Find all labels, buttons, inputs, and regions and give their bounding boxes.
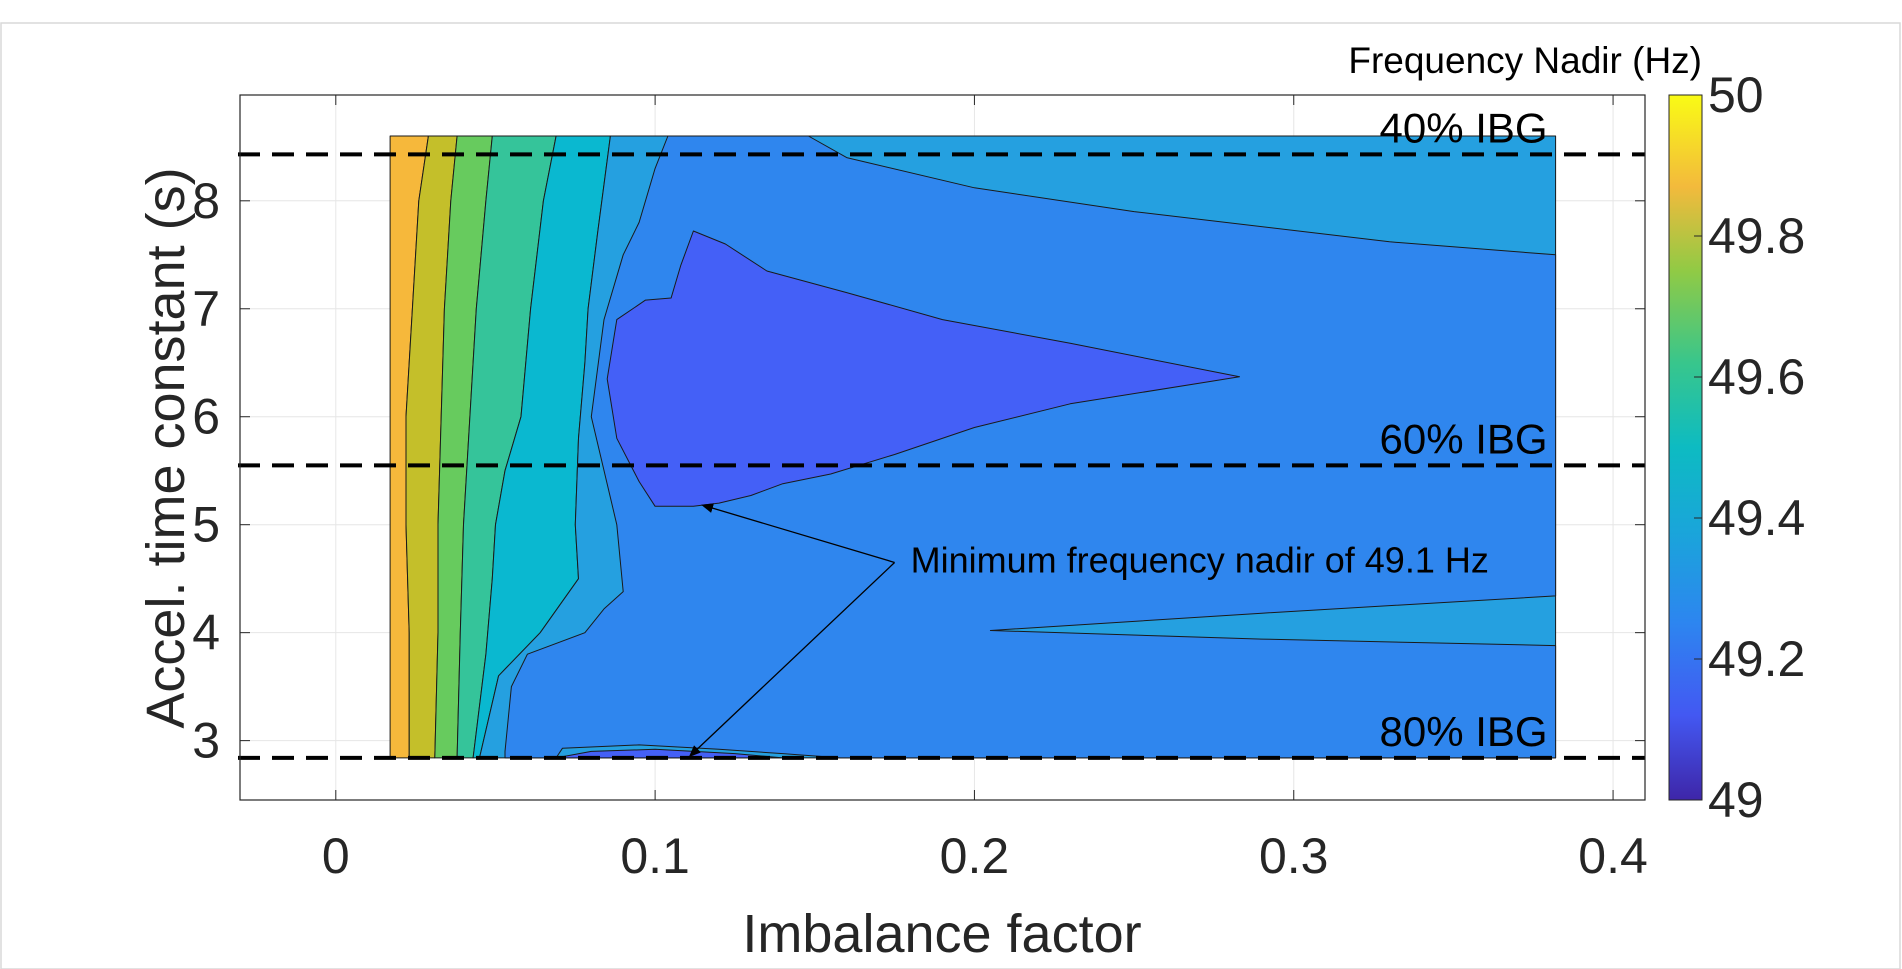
x-tick-label-3: 0.3 (1259, 828, 1329, 884)
x-tick-label-0: 0 (322, 828, 350, 884)
contour-fills (389, 135, 1557, 759)
x-tick-label-1: 0.1 (620, 828, 690, 884)
ref-label-0: 40% IBG (1379, 104, 1547, 151)
y-tick-label-1: 4 (192, 605, 220, 661)
x-axis-ticks: 0 0.1 0.2 0.3 0.4 (322, 95, 1648, 884)
x-axis-label: Imbalance factor (742, 904, 1141, 964)
annotation-arrow-1 (688, 562, 896, 758)
colorbar-tick-label-1: 49.2 (1708, 631, 1805, 687)
annotation-group: Minimum frequency nadir of 49.1 Hz (688, 503, 1489, 758)
reference-lines: 40% IBG 60% IBG 80% IBG (238, 104, 1645, 760)
colorbar (1668, 94, 1703, 801)
colorbar-ticks: 49 49.2 49.4 49.6 49.8 50 (1694, 67, 1805, 828)
colorbar-label: Frequency Nadir (Hz) (1348, 40, 1702, 81)
y-tick-label-2: 5 (192, 497, 220, 553)
contour-region-49-1-7 (606, 230, 1240, 507)
axes-box (239, 94, 1646, 801)
y-tick-label-5: 8 (192, 173, 220, 229)
colorbar-tick-label-5: 50 (1708, 67, 1764, 123)
colorbar-tick-label-4: 49.8 (1708, 208, 1805, 264)
y-axis-label: Accel. time constant (s) (136, 167, 196, 728)
colorbar-tick-label-0: 49 (1708, 772, 1764, 828)
x-tick-label-4: 0.4 (1578, 828, 1648, 884)
ref-label-1: 60% IBG (1379, 415, 1547, 462)
x-tick-label-2: 0.2 (940, 828, 1010, 884)
y-tick-label-3: 6 (192, 389, 220, 445)
annotation-arrow-0 (701, 503, 895, 564)
figure-frame (0, 22, 1901, 969)
colorbar-tick-label-3: 49.6 (1708, 349, 1805, 405)
annotation-text: Minimum frequency nadir of 49.1 Hz (911, 539, 1489, 580)
y-axis-ticks: 3 4 5 6 7 8 (192, 173, 1645, 769)
ref-label-2: 80% IBG (1379, 708, 1547, 755)
y-tick-label-0: 3 (192, 713, 220, 769)
y-tick-label-4: 7 (192, 281, 220, 337)
colorbar-tick-label-2: 49.4 (1708, 490, 1805, 546)
